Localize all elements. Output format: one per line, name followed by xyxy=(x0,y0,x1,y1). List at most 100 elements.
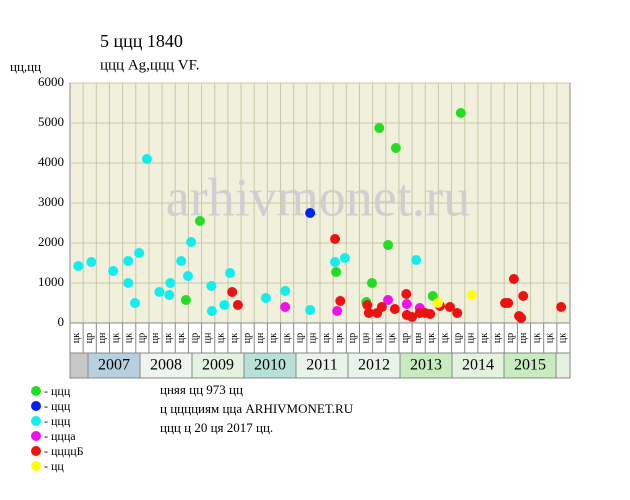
column-label: цн xyxy=(518,332,529,343)
year-cell xyxy=(87,352,141,379)
column-label: цр xyxy=(400,333,411,343)
year-cell xyxy=(139,352,193,379)
point xyxy=(383,295,394,305)
point xyxy=(411,255,422,265)
y-tick-label: 3000 xyxy=(38,194,64,209)
column-label: цр xyxy=(242,333,253,343)
year-label: 2012 xyxy=(358,357,390,374)
year-label: 2014 xyxy=(462,357,494,374)
point xyxy=(331,267,342,277)
column-label: цн xyxy=(97,332,108,343)
point xyxy=(305,208,316,218)
column-label: цн xyxy=(202,332,213,343)
point xyxy=(332,306,343,316)
year-cell xyxy=(503,352,557,379)
point xyxy=(186,237,197,247)
column-label: цк xyxy=(558,333,569,343)
point xyxy=(427,291,438,301)
y-tick-label: 1000 xyxy=(38,274,64,289)
point xyxy=(330,257,341,267)
column-label: цк xyxy=(479,333,490,343)
legend-label: - ццц xyxy=(44,384,71,398)
point xyxy=(141,154,152,164)
point xyxy=(134,248,145,258)
point xyxy=(444,302,455,312)
point xyxy=(401,289,412,299)
column-label: цн xyxy=(150,332,161,343)
column-label: цк xyxy=(531,333,542,343)
legend-marker xyxy=(31,416,41,426)
point xyxy=(389,304,400,314)
point xyxy=(455,108,466,118)
year-label: 2013 xyxy=(410,357,442,374)
y-tick-label: 0 xyxy=(58,314,65,329)
y-tick-label: 2000 xyxy=(38,234,64,249)
chart-subtitle: ццц Ag,ццц VF. xyxy=(100,57,199,73)
point xyxy=(432,298,443,308)
chart-title: 5 ццц 1840 xyxy=(100,31,183,51)
y-axis-label: цц,цц xyxy=(10,59,41,74)
column-label: цк xyxy=(176,333,187,343)
column-label: цк xyxy=(545,333,556,343)
legend-marker xyxy=(31,386,41,396)
column-label: цк xyxy=(110,333,121,343)
point xyxy=(339,253,350,263)
column-label: цн xyxy=(466,332,477,343)
column-label: цк xyxy=(492,333,503,343)
column-label: цк xyxy=(387,333,398,343)
legend-label: - ццц xyxy=(44,399,71,413)
year-label: 2009 xyxy=(202,357,234,374)
column-label: цр xyxy=(84,333,95,343)
column-label: цр xyxy=(505,333,516,343)
legend-marker xyxy=(31,461,41,471)
year-label: 2015 xyxy=(514,357,546,374)
point xyxy=(406,312,417,322)
point xyxy=(280,302,291,312)
point xyxy=(503,298,514,308)
point xyxy=(518,291,529,301)
legend-label: - ццццБ xyxy=(44,444,84,458)
point xyxy=(390,143,401,153)
column-label: цн xyxy=(308,332,319,343)
legend-label: - ццца xyxy=(44,429,76,443)
point xyxy=(206,306,217,316)
column-label: цр xyxy=(137,333,148,343)
y-tick-label: 4000 xyxy=(38,154,64,169)
column-label: цк xyxy=(334,333,345,343)
column-label: цн xyxy=(255,332,266,343)
point xyxy=(376,302,387,312)
point xyxy=(123,278,134,288)
point xyxy=(401,299,412,309)
point xyxy=(466,290,477,300)
point xyxy=(219,300,230,310)
column-label: цк xyxy=(321,333,332,343)
year-label: 2011 xyxy=(306,357,337,374)
point xyxy=(425,309,436,319)
point xyxy=(330,234,341,244)
year-row-last xyxy=(555,352,571,379)
point xyxy=(280,286,291,296)
legend-marker xyxy=(31,446,41,456)
column-label: цк xyxy=(374,333,385,343)
point xyxy=(108,266,119,276)
point xyxy=(232,300,243,310)
column-label: цк xyxy=(216,333,227,343)
column-label: цк xyxy=(426,333,437,343)
year-cell xyxy=(347,352,401,379)
year-cell xyxy=(191,352,245,379)
point xyxy=(366,278,377,288)
year-label: 2008 xyxy=(150,357,182,374)
column-label: цк xyxy=(71,333,82,343)
watermark: arhivmonet.ru xyxy=(166,167,470,227)
point xyxy=(182,271,193,281)
point xyxy=(516,313,527,323)
year-cell xyxy=(243,352,297,379)
point xyxy=(227,287,238,297)
column-label: цк xyxy=(439,333,450,343)
column-label: цр xyxy=(189,333,200,343)
point xyxy=(164,290,175,300)
point xyxy=(305,305,316,315)
column-label: цр xyxy=(295,333,306,343)
point xyxy=(180,295,191,305)
